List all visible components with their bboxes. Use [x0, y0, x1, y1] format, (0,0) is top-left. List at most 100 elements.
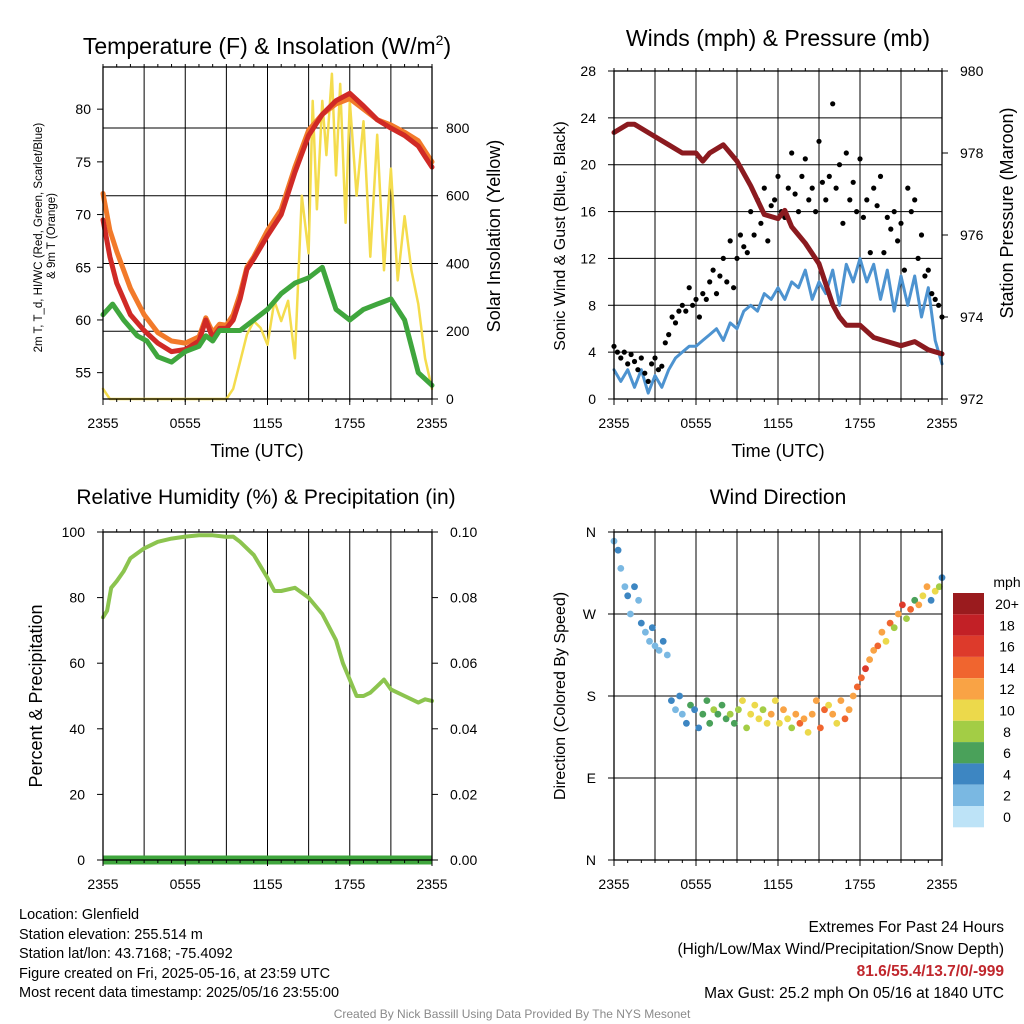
humidity-panel-title: Relative Humidity (%) & Precipitation (i…: [76, 486, 455, 509]
y-tick-label: 12: [580, 250, 596, 266]
direction-point: [735, 706, 742, 714]
winds-xlabel: Time (UTC): [731, 441, 824, 461]
gust-point: [799, 173, 805, 179]
gust-point: [666, 332, 672, 338]
y2-tick-label: 200: [446, 323, 470, 339]
gust-point: [857, 156, 863, 162]
direction-point: [849, 692, 857, 700]
gust-point: [727, 238, 733, 244]
direction-point: [631, 583, 638, 591]
gust-point: [802, 156, 808, 162]
direction-point: [878, 628, 886, 636]
direction-point: [829, 710, 837, 718]
direction-point: [706, 719, 714, 727]
x-tick-label: 1155: [252, 415, 282, 431]
gust-point: [871, 185, 877, 191]
x-tick-label: 1155: [252, 876, 282, 892]
gust-point: [895, 238, 901, 244]
gust-point: [652, 355, 658, 361]
direction-point: [743, 724, 750, 732]
legend-label: 0: [1003, 809, 1011, 825]
gust-point: [628, 351, 634, 358]
credit-line: Created By Nick Bassill Using Data Provi…: [333, 1007, 691, 1021]
temperature-ylabel: 2m T, T_d, HI/WC (Red, Green, Scarlet/Bl…: [33, 120, 58, 353]
direction-point: [621, 583, 629, 591]
humidity-ylabel: Percent & Precipitation: [26, 604, 46, 787]
direction-point: [767, 710, 775, 718]
gust-point: [932, 296, 938, 302]
gust-point: [662, 340, 668, 346]
gust-point: [741, 244, 747, 250]
speed-legend: mph 20+ 18 16 14 12 10 8 6 4 2 0: [953, 574, 1021, 828]
legend-swatch: [953, 720, 984, 743]
direction-point: [833, 719, 841, 727]
gust-point: [642, 370, 648, 376]
temperature-xlabel: Time (UTC): [210, 441, 303, 461]
direction-point: [837, 697, 845, 704]
direction-point: [655, 647, 663, 654]
direction-point: [642, 628, 649, 636]
direction-point: [683, 719, 690, 727]
x-tick-label: 1755: [334, 415, 365, 431]
extremes-title: Extremes For Past 24 Hours: [808, 919, 1004, 936]
gust-point: [877, 173, 884, 179]
y-tick-label: 80: [69, 590, 85, 606]
gust-point: [905, 185, 911, 191]
gust-point: [795, 209, 802, 215]
legend-label: 4: [1003, 766, 1011, 782]
gust-point: [659, 363, 665, 369]
gust-point: [826, 173, 832, 179]
gust-point: [925, 267, 931, 273]
gust-point: [843, 150, 849, 156]
gust-point: [683, 308, 689, 314]
speed-legend-title: mph: [993, 574, 1020, 590]
x-tick-label: 0555: [680, 415, 711, 431]
direction-point: [635, 596, 642, 604]
y2-tick-label: 972: [960, 391, 984, 407]
winds-y2label: Station Pressure (Maroon): [997, 107, 1017, 318]
legend-label: 20+: [995, 596, 1019, 612]
direction-point: [899, 601, 906, 609]
gust-point: [717, 273, 723, 279]
direction-point: [646, 637, 653, 645]
direction-point: [853, 683, 861, 691]
y-tick-label: W: [583, 606, 597, 622]
direction-point: [862, 665, 869, 673]
direction-point: [911, 596, 919, 604]
legend-swatch: [953, 699, 984, 721]
gust-point: [854, 209, 860, 215]
direction-point: [825, 701, 832, 709]
winds-grid: [614, 71, 942, 399]
gust-point: [833, 185, 839, 191]
direction-point: [858, 674, 865, 682]
y-tick-label: 100: [62, 524, 86, 540]
gust-point: [751, 232, 757, 238]
direction-ylabel: Direction (Colored By Speed): [552, 592, 569, 800]
sonic-wind-line: [612, 256, 944, 395]
direction-point: [703, 697, 711, 704]
extremes-values: 81.6/55.4/13.7/0/-999: [856, 963, 1004, 980]
direction-point: [890, 624, 898, 632]
gust-point: [672, 320, 679, 326]
direction-point: [874, 642, 882, 650]
gust-point: [908, 209, 914, 215]
humidity-panel: Relative Humidity (%) & Precipitation (i…: [26, 486, 477, 892]
gust-point: [758, 220, 764, 226]
dewpoint-line: [100, 264, 435, 388]
gust-point: [655, 367, 662, 373]
legend-swatch: [953, 763, 984, 785]
relative-humidity-line: [101, 533, 434, 705]
direction-point: [882, 637, 890, 645]
gust-point: [867, 250, 873, 256]
direction-point: [651, 642, 659, 650]
legend-swatch: [953, 806, 984, 828]
gust-point: [631, 358, 638, 365]
gust-point: [901, 267, 908, 273]
direction-point: [730, 719, 738, 727]
direction-point: [927, 596, 935, 604]
station-latlon: Station lat/lon: 43.7168; -75.4092: [19, 946, 233, 963]
gust-point: [761, 185, 767, 191]
gust-point: [915, 255, 921, 261]
y2-tick-label: 0.06: [450, 655, 477, 671]
direction-point: [699, 710, 707, 718]
